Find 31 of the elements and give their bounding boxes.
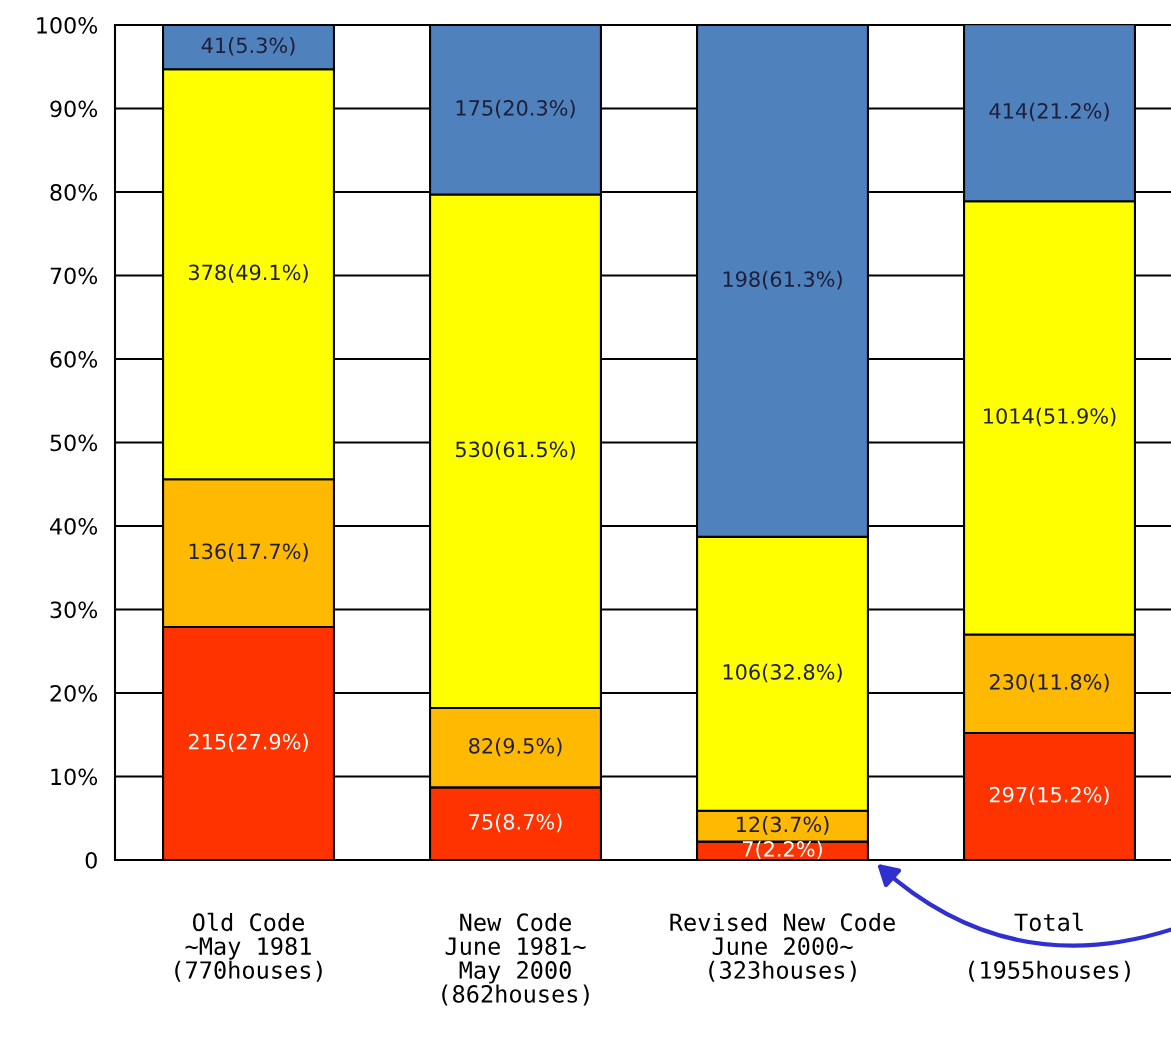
y-tick-label: 80% bbox=[50, 183, 98, 201]
data-label: 378(49.1%) bbox=[188, 264, 308, 283]
data-label: 215(27.9%) bbox=[188, 733, 308, 753]
data-label: 82(9.5%) bbox=[469, 737, 562, 757]
data-label: 7(2.2%) bbox=[742, 840, 822, 860]
y-tick-label: 10% bbox=[51, 768, 98, 786]
x-tick-label: Revised New Code June 2000∼ (323houses) bbox=[670, 912, 895, 982]
data-label: 230(11.8%) bbox=[989, 673, 1109, 693]
y-tick-label: 90% bbox=[50, 100, 98, 118]
data-label: 136(17.7%) bbox=[189, 543, 308, 562]
data-label: 175(20.3%) bbox=[456, 99, 575, 119]
data-label: 12(3.7%) bbox=[736, 816, 829, 835]
x-tick-label: Old Code ∼May 1981 (770houses) bbox=[175, 912, 322, 982]
y-tick-label: 60% bbox=[50, 350, 98, 368]
y-tick-label: 0 bbox=[85, 851, 97, 869]
data-label: 75(8.7%) bbox=[469, 813, 562, 833]
y-tick-label: 30% bbox=[50, 601, 98, 619]
data-label: 297(15.2%) bbox=[989, 786, 1109, 806]
data-label: 414(21.2%) bbox=[989, 102, 1109, 122]
x-tick-label: New Code June 1981∼ May 2000 (862houses) bbox=[442, 912, 589, 1006]
data-label: 106(32.8%) bbox=[723, 663, 842, 683]
data-label: 41(5.3%) bbox=[201, 37, 295, 56]
category-label: Total (1955houses) bbox=[969, 912, 1130, 982]
data-label: 198(61.3%) bbox=[723, 270, 842, 290]
y-tick-label: 100% bbox=[37, 16, 98, 34]
y-tick-label: 40% bbox=[50, 517, 98, 535]
data-label: 1014(51.9%) bbox=[984, 407, 1116, 427]
y-tick-label: 70% bbox=[50, 267, 98, 285]
y-tick-label: 20% bbox=[50, 684, 98, 702]
y-tick-label: 50% bbox=[50, 434, 98, 452]
data-label: 530(61.5%) bbox=[456, 441, 575, 460]
